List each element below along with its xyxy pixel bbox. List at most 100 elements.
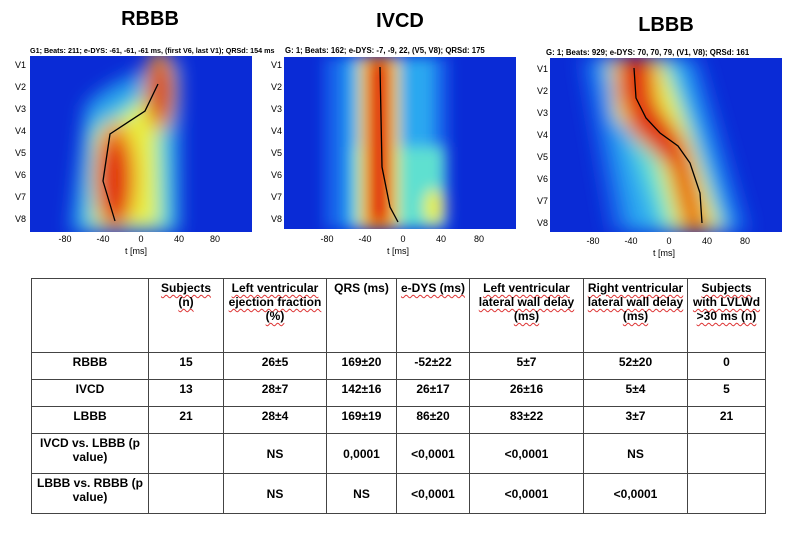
table-cell	[148, 433, 224, 474]
table-cell: 15	[148, 352, 224, 380]
lead-label: V7	[270, 192, 282, 202]
table-cell: 5±7	[469, 352, 584, 380]
table-cell: NS	[583, 433, 688, 474]
table-cell: <0,0001	[469, 433, 584, 474]
panel-subtitle: G1; Beats: 211; e-DYS: -61, -61, -61 ms,…	[30, 46, 275, 55]
lead-label: V4	[536, 130, 548, 140]
lead-label: V8	[14, 214, 26, 224]
table-cell: 52±20	[583, 352, 688, 380]
lead-label: V3	[536, 108, 548, 118]
table-header-row: Subjects (n) Left ventricular ejection f…	[31, 278, 766, 353]
x-tick: -80	[320, 234, 334, 244]
lead-label: V1	[536, 64, 548, 74]
header-cell: QRS (ms)	[326, 278, 397, 353]
x-tick: 40	[435, 234, 446, 244]
lead-label: V6	[14, 170, 26, 180]
table-cell	[148, 473, 224, 514]
lead-label: V6	[270, 170, 282, 180]
heatmap-rbbb	[30, 56, 252, 232]
x-tick: 80	[739, 236, 750, 246]
x-tick: 0	[400, 234, 406, 244]
table-cell: 5±4	[583, 379, 688, 407]
lead-label: V4	[270, 126, 282, 136]
x-axis-label: t [ms]	[387, 246, 409, 256]
x-tick: -40	[96, 234, 110, 244]
table-cell	[687, 473, 766, 514]
x-tick: -80	[58, 234, 72, 244]
lead-label: V2	[270, 82, 282, 92]
table-cell: 26±17	[396, 379, 470, 407]
table-cell: NS	[326, 473, 397, 514]
x-axis-label: t [ms]	[125, 246, 147, 256]
panel-subtitle: G: 1; Beats: 929; e-DYS: 70, 70, 79, (V1…	[546, 48, 750, 57]
header-cell: Left ventricular ejection fraction (%)	[223, 278, 327, 353]
lead-label: V4	[14, 126, 26, 136]
conduction-line	[379, 66, 399, 223]
lead-label: V5	[14, 148, 26, 158]
table-row: RBBB 15 26±5 169±20 -52±22 5±7 52±20 0	[31, 352, 766, 380]
table-cell: <0,0001	[396, 473, 470, 514]
panel-title: LBBB	[638, 14, 694, 36]
lead-label: V7	[536, 196, 548, 206]
row-label: RBBB	[31, 352, 149, 380]
table-cell: 142±16	[326, 379, 397, 407]
lead-label: V7	[14, 192, 26, 202]
lead-label: V5	[536, 152, 548, 162]
table-cell	[687, 433, 766, 474]
table-cell: <0,0001	[469, 473, 584, 514]
lead-label: V2	[536, 86, 548, 96]
table-row: LBBB vs. RBBB (p value) NS NS <0,0001 <0…	[31, 473, 766, 514]
table-cell: 21	[148, 406, 224, 434]
activation-map	[30, 56, 252, 232]
x-tick: -80	[586, 236, 600, 246]
x-tick: 80	[209, 234, 220, 244]
lead-label: V1	[270, 60, 282, 70]
table-row: LBBB 21 28±4 169±19 86±20 83±22 3±7 21	[31, 406, 766, 434]
table-cell: <0,0001	[583, 473, 688, 514]
x-tick: -40	[624, 236, 638, 246]
heatmap-ivcd	[284, 57, 516, 229]
x-tick: -40	[358, 234, 372, 244]
results-table: Subjects (n) Left ventricular ejection f…	[31, 278, 766, 514]
header-cell: e-DYS (ms)	[396, 278, 470, 353]
row-label: IVCD vs. LBBB (p value)	[31, 433, 149, 474]
table-cell: 169±20	[326, 352, 397, 380]
lead-label: V5	[270, 148, 282, 158]
table-cell: 169±19	[326, 406, 397, 434]
table-cell: 21	[687, 406, 766, 434]
table-cell: 83±22	[469, 406, 584, 434]
table-cell: <0,0001	[396, 433, 470, 474]
header-cell: Left ventricular lateral wall delay (ms)	[469, 278, 584, 353]
table-cell: 3±7	[583, 406, 688, 434]
lead-label: V8	[536, 218, 548, 228]
lead-label: V8	[270, 214, 282, 224]
table-row: IVCD 13 28±7 142±16 26±17 26±16 5±4 5	[31, 379, 766, 407]
table-cell: 0,0001	[326, 433, 397, 474]
lead-label: V3	[14, 104, 26, 114]
x-tick: 40	[701, 236, 712, 246]
conduction-line	[102, 83, 159, 222]
table-cell: NS	[223, 433, 327, 474]
lead-label: V3	[270, 104, 282, 114]
table-cell: -52±22	[396, 352, 470, 380]
activation-map	[284, 57, 516, 229]
row-label: IVCD	[31, 379, 149, 407]
x-tick: 0	[138, 234, 144, 244]
x-axis-label: t [ms]	[653, 248, 675, 258]
x-tick: 0	[666, 236, 672, 246]
table-row: IVCD vs. LBBB (p value) NS 0,0001 <0,000…	[31, 433, 766, 474]
row-label: LBBB	[31, 406, 149, 434]
header-cell	[31, 278, 149, 353]
lead-label: V2	[14, 82, 26, 92]
table-cell: 26±16	[469, 379, 584, 407]
table-cell: 28±4	[223, 406, 327, 434]
panel-title: IVCD	[376, 10, 424, 32]
lead-label: V1	[14, 60, 26, 70]
table-cell: NS	[223, 473, 327, 514]
heatmap-lbbb	[550, 58, 782, 232]
table-cell: 0	[687, 352, 766, 380]
table-cell: 26±5	[223, 352, 327, 380]
x-tick: 40	[173, 234, 184, 244]
header-cell: Right ventricular lateral wall delay (ms…	[583, 278, 688, 353]
panel-title: RBBB	[121, 8, 179, 30]
